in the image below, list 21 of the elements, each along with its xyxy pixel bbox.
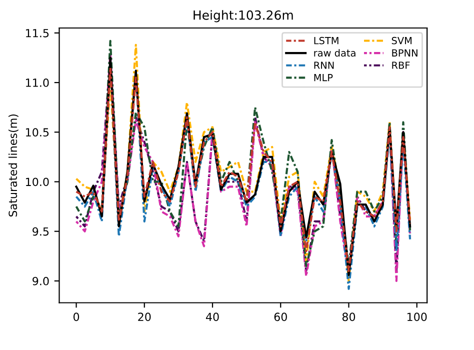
y-tick-label: 9.5: [32, 227, 49, 236]
y-tick-label: 9.0: [32, 276, 49, 286]
legend-label: SVM: [392, 36, 412, 44]
chart-title: Height:103.26m: [194, 10, 293, 22]
y-tick-label: 11.5: [26, 29, 49, 38]
x-tick-label: 40: [206, 312, 219, 322]
x-tick-label: 0: [73, 312, 80, 322]
legend-label: RBF: [392, 62, 410, 69]
y-tick-label: 10.5: [26, 128, 49, 137]
y-tick-label: 11.0: [26, 78, 49, 87]
legend-label: raw data: [314, 49, 356, 57]
legend-label: LSTM: [314, 36, 338, 44]
y-tick-label: 10.0: [26, 178, 49, 186]
legend-label: MLP: [314, 74, 333, 82]
x-tick-label: 20: [138, 312, 151, 322]
x-tick-label: 100: [407, 312, 427, 322]
x-tick-label: 60: [274, 312, 287, 322]
legend-label: RNN: [314, 62, 334, 69]
legend-label: BPNN: [392, 49, 418, 56]
x-tick-label: 80: [342, 312, 356, 322]
y-axis-title: Saturated lines(m): [8, 114, 18, 217]
